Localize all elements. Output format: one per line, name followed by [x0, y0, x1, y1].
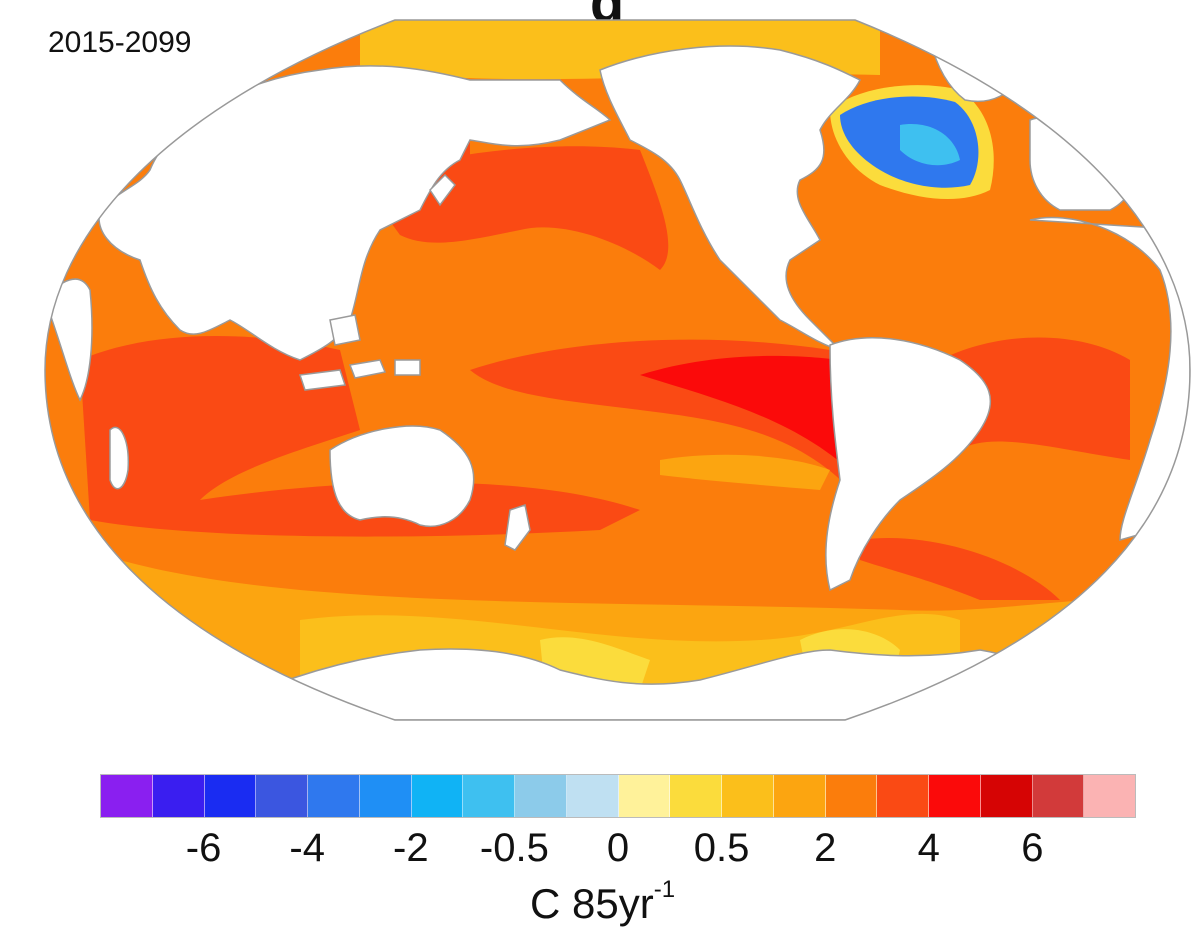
colorbar-swatch: [618, 775, 671, 817]
colorbar-swatch: [980, 775, 1033, 817]
colorbar-ticks: -6 -4 -2 -0.5 0 0.5 2 4 6: [0, 826, 1200, 876]
units-exponent: -1: [653, 876, 676, 903]
africa: [1029, 216, 1190, 541]
colorbar-swatch: [463, 775, 515, 817]
colorbar-swatch: [1084, 775, 1135, 817]
new-zealand: [504, 504, 531, 551]
colorbar-tick-label: 6: [1021, 826, 1044, 870]
north-america: [599, 45, 862, 352]
colorbar-swatch: [152, 775, 205, 817]
colorbar-swatch: [515, 775, 567, 817]
colorbar-swatch: [308, 775, 360, 817]
colorbar-tick-label: 4: [917, 826, 940, 870]
colorbar-swatch: [670, 775, 722, 817]
indian-ocean-warm: [80, 336, 640, 537]
map: [44, 19, 1191, 721]
map-outline: [44, 19, 1191, 721]
units-label: C 85yr-1: [530, 876, 675, 928]
south-atlantic-lower: [860, 538, 1060, 600]
east-pacific-hot: [640, 355, 860, 480]
colorbar-tick-label: -4: [289, 826, 325, 870]
africa-east-edge: [45, 278, 93, 402]
indonesia: [298, 314, 421, 391]
colorbar-swatch: [566, 775, 619, 817]
colorbar: [100, 774, 1136, 818]
colorbar-tick-label: -2: [393, 826, 429, 870]
period-label: 2015-2099: [48, 26, 192, 59]
colorbar-tick-label: 2: [814, 826, 837, 870]
na-cooling-light: [900, 124, 960, 166]
south-america: [825, 337, 991, 592]
colorbar-tick-label: 0.5: [693, 826, 750, 870]
colorbar-swatch: [722, 775, 774, 817]
land: [45, 38, 1190, 720]
colorbar-swatch: [773, 775, 826, 817]
colorbar-tick-label: -0.5: [479, 826, 549, 870]
colorbar-swatch: [1032, 775, 1085, 817]
madagascar: [109, 426, 129, 490]
ocean-field: [45, 20, 1190, 720]
europe-west: [1029, 115, 1135, 211]
colorbar-swatch: [825, 775, 878, 817]
south-pacific-tongue: [660, 454, 830, 490]
colorbar-swatch: [359, 775, 412, 817]
colorbar-swatch: [256, 775, 308, 817]
colorbar-swatch: [204, 775, 257, 817]
south-atlantic-warm: [940, 337, 1130, 460]
colorbar-swatch: [101, 775, 153, 817]
asia-landmass: [98, 65, 612, 361]
colorbar-swatch: [411, 775, 464, 817]
units-main: C 85yr: [530, 880, 654, 927]
colorbar-tick-label: 0: [606, 826, 630, 870]
colorbar-swatch: [929, 775, 981, 817]
colorbar-swatch: [877, 775, 929, 817]
colorbar-tick-label: -6: [185, 826, 222, 870]
japan: [429, 173, 456, 207]
australia: [329, 425, 475, 527]
